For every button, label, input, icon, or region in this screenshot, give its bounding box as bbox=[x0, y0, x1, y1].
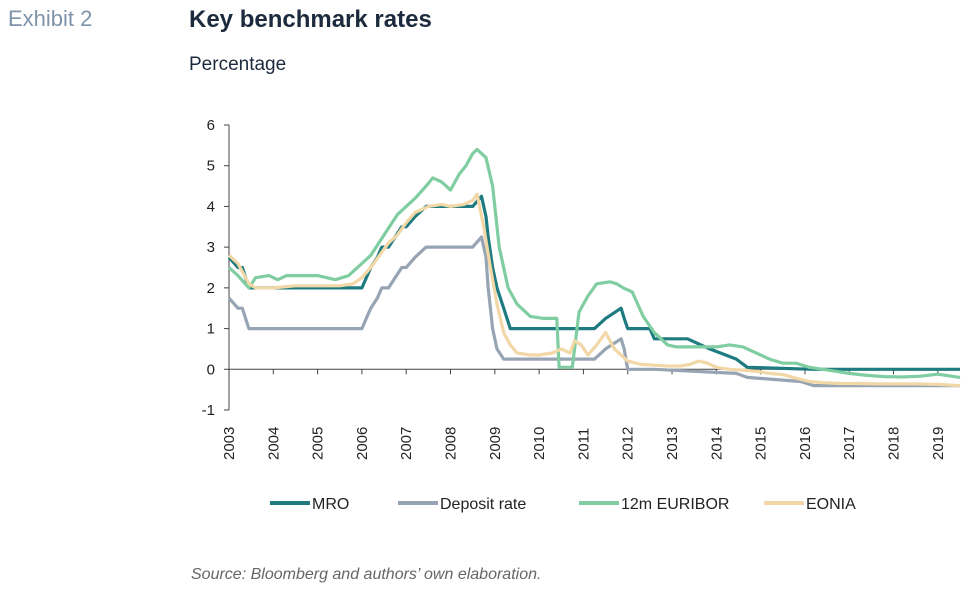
chart-title: Key benchmark rates bbox=[189, 6, 432, 33]
source-note: Source: Bloomberg and authors’ own elabo… bbox=[191, 566, 542, 583]
series-line-1 bbox=[227, 235, 960, 388]
x-tick-label: 2016 bbox=[797, 427, 814, 460]
x-tick-label: 2011 bbox=[575, 428, 592, 460]
x-tick-label: 2010 bbox=[531, 427, 548, 460]
series-line-3 bbox=[227, 192, 961, 388]
x-tick-label: 2015 bbox=[753, 427, 770, 460]
line-chart: 6 5 4 3 2 1 0 -1 2003 2004 2005 2006 2007 2008 2009 201… bbox=[202, 117, 961, 513]
y-tick-label: 4 bbox=[207, 198, 215, 215]
x-tick-label: 2008 bbox=[443, 427, 460, 460]
x-tick-label: 2004 bbox=[265, 427, 282, 460]
legend-label-2: 12m EURIBOR bbox=[621, 496, 729, 513]
y-tick-label: 1 bbox=[207, 321, 215, 338]
x-tick-label: 2019 bbox=[930, 427, 947, 460]
legend-label-0: MRO bbox=[312, 496, 349, 513]
series-line-0 bbox=[227, 194, 960, 371]
x-tick-label: 2017 bbox=[841, 427, 858, 460]
x-tick-label: 2007 bbox=[398, 427, 415, 460]
x-tick-label: 2006 bbox=[354, 427, 371, 460]
x-tick-label: 2013 bbox=[664, 427, 681, 460]
y-tick-label: 0 bbox=[207, 361, 215, 378]
x-tick-label: 2018 bbox=[886, 427, 903, 460]
y-tick-label: 2 bbox=[207, 280, 215, 297]
exhibit-label: Exhibit 2 bbox=[8, 6, 93, 31]
x-tick-label: 2003 bbox=[221, 427, 238, 460]
x-tick-label: 2005 bbox=[310, 427, 327, 460]
series-line-2 bbox=[227, 147, 961, 379]
legend-label-1: Deposit rate bbox=[440, 496, 526, 513]
y-tick-label: -1 bbox=[202, 402, 215, 419]
chart-subtitle: Percentage bbox=[189, 54, 287, 75]
legend-label-3: EONIA bbox=[806, 496, 856, 513]
x-tick-label: 2012 bbox=[620, 427, 637, 460]
x-tick-label: 2009 bbox=[487, 427, 504, 460]
y-tick-label: 3 bbox=[207, 239, 215, 256]
y-tick-label: 6 bbox=[207, 117, 215, 134]
x-tick-label: 2014 bbox=[708, 427, 725, 460]
y-tick-label: 5 bbox=[207, 158, 215, 175]
